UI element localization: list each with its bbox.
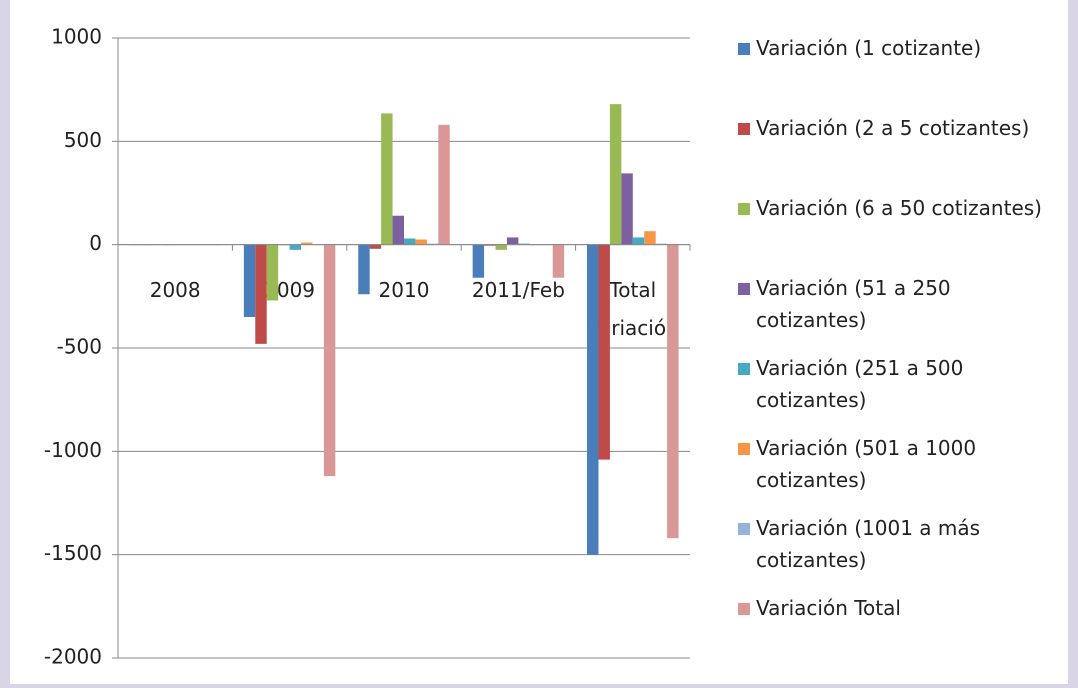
x-tick-label-box: Total Variación (586, 277, 679, 340)
y-tick-label: 1000 (51, 25, 102, 49)
legend-label: Variación (1 cotizante) (756, 36, 982, 60)
legend-label-box: Variación (6 a 50 cotizantes) (756, 196, 1042, 220)
x-tick-label: 2008 (149, 277, 201, 302)
bar (392, 215, 404, 245)
bar (506, 237, 519, 245)
legend-label: Variación Total (756, 596, 901, 620)
x-tick-label-box: 2010 (378, 277, 430, 302)
legend-swatch (738, 123, 750, 135)
bar (301, 242, 313, 245)
y-tick-label: -1500 (44, 541, 102, 565)
y-tick-label: -500 (57, 335, 102, 359)
bar (644, 231, 656, 245)
bar (289, 244, 302, 250)
bar (621, 173, 633, 245)
bar (255, 244, 267, 344)
bar (495, 244, 507, 250)
legend-label-box: Variación (501 a 1000 cotizantes) (756, 436, 977, 492)
bar (518, 243, 530, 245)
bar (438, 124, 450, 245)
x-tick-label: Total Variación (586, 277, 679, 340)
x-tick-label-box: 2008 (149, 277, 201, 302)
x-tick-label: 2011/Feb (471, 277, 565, 302)
x-tick-label-box: 2011/Feb (471, 277, 565, 302)
bar (243, 244, 256, 317)
bar (667, 244, 679, 539)
bar (552, 244, 565, 278)
x-tick-label: 2010 (378, 277, 430, 302)
legend-label: Variación (51 a 250 cotizantes) (756, 276, 951, 332)
bar (484, 244, 496, 246)
legend-label-box: Variación (1 cotizante) (756, 36, 982, 60)
bar (598, 244, 610, 460)
bar (404, 238, 416, 245)
y-tick-label: 500 (64, 128, 102, 152)
legend-label-box: Variación (251 a 500 cotizantes) (756, 356, 964, 412)
bar (323, 244, 336, 477)
bar (358, 244, 370, 295)
bar (266, 244, 279, 301)
bar (472, 244, 485, 278)
legend-label: Variación (6 a 50 cotizantes) (756, 196, 1042, 220)
bar (632, 237, 645, 245)
bar (587, 244, 599, 555)
legend-label-box: Variación (51 a 250 cotizantes) (756, 276, 951, 332)
legend-swatch (738, 283, 750, 295)
legend-swatch (738, 523, 750, 535)
bar (655, 243, 668, 245)
legend-label: Variación (2 a 5 cotizantes) (756, 116, 1030, 140)
y-tick-label: 0 (89, 231, 102, 255)
legend-swatch (738, 443, 750, 455)
legend-label-box: Variación Total (756, 596, 901, 620)
legend-swatch (738, 603, 750, 615)
y-tick-label: -2000 (44, 645, 102, 669)
legend-swatch (738, 43, 750, 55)
legend-label: Variación (1001 a más cotizantes) (756, 516, 981, 572)
bar (415, 239, 427, 245)
legend-label-box: Variación (2 a 5 cotizantes) (756, 116, 1030, 140)
bar (381, 113, 393, 245)
chart-background (10, 0, 1068, 684)
bar (426, 243, 439, 245)
y-tick-label: -1000 (44, 438, 102, 462)
legend-label: Variación (251 a 500 cotizantes) (756, 356, 964, 412)
legend-label: Variación (501 a 1000 cotizantes) (756, 436, 977, 492)
legend-label-box: Variación (1001 a más cotizantes) (756, 516, 981, 572)
legend-swatch (738, 363, 750, 375)
bar (369, 244, 382, 249)
legend-swatch (738, 203, 750, 215)
bar (609, 104, 622, 245)
